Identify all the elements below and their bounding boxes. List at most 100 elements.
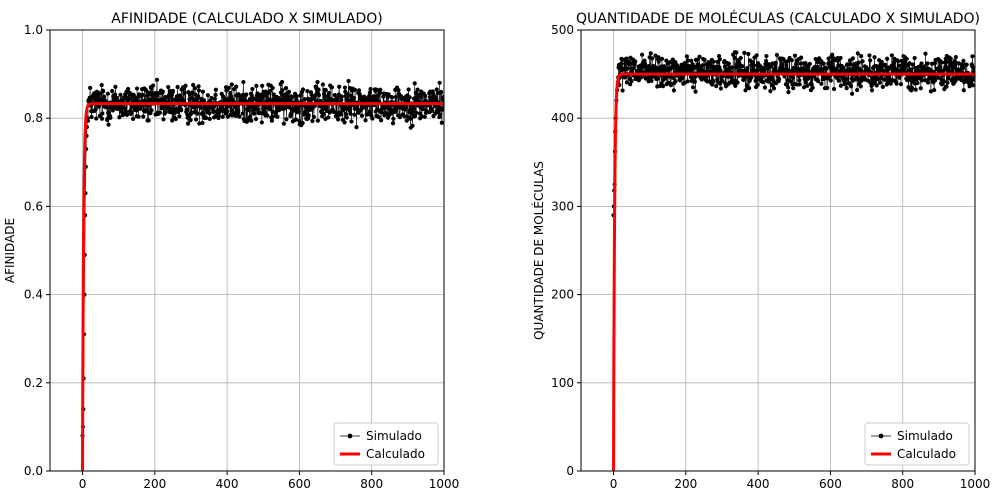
simulado-point-851 [388, 107, 393, 112]
simulado-point-705 [867, 53, 872, 58]
simulado-point-33 [624, 56, 629, 61]
legend-simulado-label: Simulado [366, 429, 422, 443]
simulado-point-823 [378, 87, 383, 92]
simulado-point-116 [122, 106, 127, 111]
simulado-point-379 [749, 74, 754, 79]
simulado-point-322 [197, 121, 202, 126]
x-tick-label-5: 1000 [960, 477, 991, 491]
simulado-point-818 [376, 114, 381, 120]
y-tick-label-3: 300 [551, 199, 574, 213]
simulado-point-621 [305, 88, 310, 94]
simulado-point-72 [106, 110, 112, 115]
simulado-point-589 [293, 117, 298, 122]
simulado-point-289 [716, 53, 722, 59]
simulado-point-906 [408, 116, 413, 121]
simulado-point-946 [422, 114, 427, 119]
simulado-point-641 [844, 77, 849, 82]
simulado-point-273 [711, 79, 716, 84]
simulado-point-159 [138, 106, 143, 111]
simulado-point-784 [895, 59, 901, 64]
simulado-point-525 [270, 85, 275, 91]
simulado-point-540 [807, 61, 812, 67]
simulado-point-794 [367, 90, 372, 95]
simulado-point-44 [96, 104, 101, 109]
simulado-point-294 [718, 86, 723, 91]
simulado-point-291 [185, 121, 191, 126]
axes-frame [49, 29, 445, 472]
simulado-point-243 [700, 63, 705, 68]
simulado-point-716 [339, 94, 344, 99]
simulado-point-367 [745, 66, 750, 71]
simulado-point-257 [173, 116, 178, 122]
simulado-point-912 [410, 123, 415, 128]
simulado-point-620 [836, 78, 841, 83]
simulado-point-618 [835, 58, 841, 64]
simulado-point-562 [283, 86, 289, 91]
simulado-point-603 [830, 64, 835, 69]
simulado-point-788 [897, 75, 902, 80]
simulado-point-356 [209, 95, 214, 101]
simulado-point-917 [412, 106, 417, 111]
simulado-point-780 [894, 81, 899, 86]
chart-quantidade-moleculas: 0 200 400 600 800 10000100200300400500QUANTID… [531, 10, 990, 491]
simulado-point-194 [150, 83, 156, 88]
simulado-point-224 [693, 89, 698, 94]
simulado-point-335 [201, 98, 207, 103]
simulado-point-792 [367, 93, 372, 99]
simulado-point-76 [639, 52, 645, 57]
simulado-point-575 [288, 112, 293, 117]
simulado-point-303 [190, 90, 195, 95]
x-tick-label-3: 600 [288, 477, 311, 491]
simulado-point-415 [762, 67, 767, 72]
simulado-point-365 [212, 96, 217, 101]
simulado-point-642 [844, 86, 849, 91]
simulado-point-599 [297, 118, 302, 124]
simulado-point-445 [773, 67, 778, 73]
simulado-point-452 [244, 92, 249, 97]
simulado-point-911 [941, 79, 947, 84]
simulado-point-439 [771, 78, 776, 83]
simulado-point-134 [660, 84, 666, 89]
simulado-point-891 [402, 107, 408, 112]
x-tick-label-0: 0 [79, 477, 87, 491]
simulado-point-56 [101, 89, 106, 94]
simulado-point-332 [200, 89, 205, 94]
simulado-point-490 [789, 58, 794, 63]
simulado-point-317 [195, 111, 200, 116]
simulado-point-654 [848, 84, 854, 89]
simulado-point-990 [970, 54, 975, 59]
simulado-point-552 [280, 88, 285, 93]
simulado-point-563 [284, 117, 289, 122]
x-tick-label-5: 1000 [429, 477, 460, 491]
plot-area [80, 77, 444, 471]
simulado-point-525 [802, 67, 807, 72]
simulado-point-545 [809, 82, 814, 87]
simulado-point-516 [799, 55, 804, 60]
simulado-point-370 [746, 51, 751, 57]
y-tick-label-5: 1.0 [24, 23, 43, 37]
simulado-point-18 [619, 61, 624, 66]
simulado-point-652 [316, 87, 321, 92]
simulado-point-847 [918, 86, 923, 91]
simulado-point-751 [352, 112, 357, 117]
simulado-point-999 [441, 94, 444, 100]
y-axis-label: QUANTIDADE DE MOLÉCULAS [531, 161, 546, 340]
simulado-point-534 [273, 110, 279, 115]
simulado-point-942 [953, 64, 958, 70]
simulado-point-162 [671, 75, 676, 80]
simulado-point-361 [211, 109, 216, 114]
simulado-point-213 [157, 110, 162, 115]
simulado-point-34 [624, 80, 630, 85]
axes-frame [580, 29, 976, 472]
y-tick-label-2: 200 [551, 288, 574, 302]
simulado-point-341 [204, 115, 209, 121]
simulado-point-921 [945, 80, 950, 85]
simulado-point-48 [98, 91, 103, 96]
simulado-point-351 [207, 116, 212, 122]
simulado-point-512 [797, 82, 802, 87]
simulado-point-316 [726, 61, 731, 66]
simulado-point-597 [296, 109, 301, 114]
simulado-point-455 [245, 119, 250, 124]
simulado-point-442 [240, 111, 245, 116]
x-tick-label-1: 200 [674, 477, 697, 491]
